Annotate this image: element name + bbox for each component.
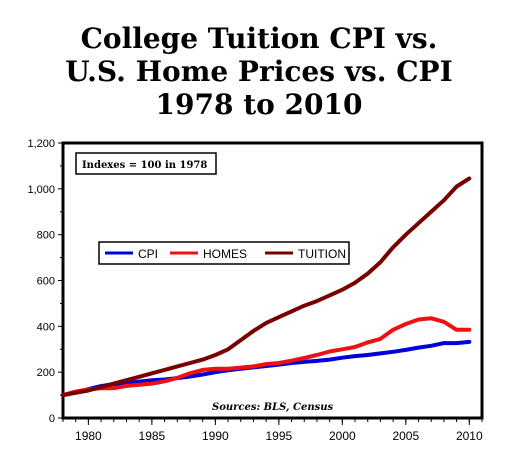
y-tick-label: 0: [49, 413, 55, 425]
title-line-3: 1978 to 2010: [155, 88, 363, 121]
x-tick-label: 1990: [202, 429, 229, 443]
x-tick-label: 1980: [75, 429, 102, 443]
index-note: Indexes = 100 in 1978: [82, 160, 207, 171]
legend-box: [98, 241, 350, 265]
legend-label-tuition: TUITION: [298, 247, 346, 261]
x-tick-label: 1985: [139, 429, 166, 443]
x-tick-label: 2005: [392, 429, 419, 443]
legend: CPI HOMES TUITION: [98, 241, 350, 265]
y-tick-label: 800: [37, 230, 55, 242]
page-title: College Tuition CPI vs. U.S. Home Prices…: [0, 22, 518, 121]
sources-note: Sources: BLS, Census: [212, 402, 333, 413]
title-line-2: U.S. Home Prices vs. CPI: [65, 55, 453, 88]
index-note-box: Indexes = 100 in 1978: [75, 152, 217, 175]
y-tick-label: 1,200: [27, 138, 55, 150]
x-tick-label: 2000: [329, 429, 356, 443]
y-tick-label: 1,000: [27, 184, 55, 196]
legend-label-homes: HOMES: [203, 247, 247, 261]
y-tick-label: 600: [37, 276, 55, 288]
y-tick-label: 200: [37, 367, 55, 379]
series-line-homes: [61, 316, 472, 398]
series-line-tuition: [61, 176, 472, 398]
legend-label-cpi: CPI: [138, 247, 158, 261]
title-line-1: College Tuition CPI vs.: [80, 22, 438, 55]
y-tick-label: 400: [37, 321, 55, 333]
series-lines: [61, 176, 472, 398]
x-tick-label: 2010: [456, 429, 483, 443]
axis-ticks: 0 200 400 600 800 1,000 1,200 1980 1985 1990 1995 2…: [27, 138, 483, 443]
plot-frame: [61, 141, 484, 420]
x-tick-label: 1995: [265, 429, 292, 443]
